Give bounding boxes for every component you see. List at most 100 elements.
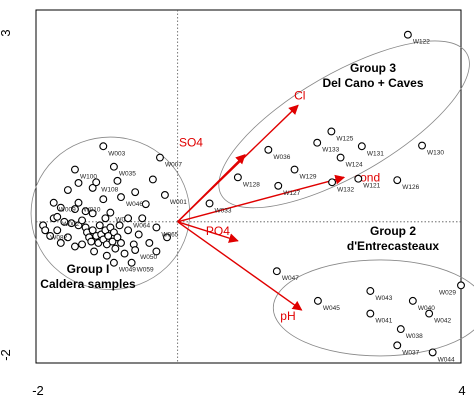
point-label: W010 xyxy=(84,207,101,214)
point-label: W133 xyxy=(322,147,339,154)
data-point xyxy=(88,226,97,235)
data-point xyxy=(354,174,363,183)
point-label: W064 xyxy=(133,222,150,229)
data-point xyxy=(274,181,283,190)
point-label: W045 xyxy=(323,305,340,312)
point-label: W033 xyxy=(215,207,232,214)
data-point xyxy=(313,138,322,147)
point-label: W129 xyxy=(300,174,317,181)
data-point xyxy=(117,193,125,202)
point-label: W126 xyxy=(402,184,419,191)
y-tick-label: 3 xyxy=(0,29,13,36)
data-point xyxy=(71,165,79,174)
data-point xyxy=(124,226,133,235)
data-point xyxy=(313,296,322,305)
group-subtitle: d'Entrecasteaux xyxy=(347,239,440,253)
data-point xyxy=(152,247,161,256)
group-title: Group 2 xyxy=(370,224,416,238)
data-point xyxy=(336,153,345,162)
data-point xyxy=(56,239,65,247)
data-point xyxy=(428,348,437,357)
data-point xyxy=(124,214,133,223)
data-point xyxy=(160,191,169,199)
data-point xyxy=(328,178,337,187)
data-point xyxy=(88,183,97,192)
group-ellipses xyxy=(30,40,474,357)
data-point xyxy=(101,214,110,223)
point-label: W037 xyxy=(402,349,419,356)
data-point xyxy=(109,162,118,171)
point-label: W044 xyxy=(438,356,455,363)
data-point xyxy=(56,203,65,212)
data-point xyxy=(63,186,72,194)
group-subtitle: Caldera samples xyxy=(40,277,136,291)
data-point xyxy=(131,246,140,254)
group-2-ellipse xyxy=(272,259,474,357)
data-point xyxy=(53,226,62,235)
point-label: W124 xyxy=(346,162,363,169)
point-label: W132 xyxy=(337,186,354,193)
data-point xyxy=(418,141,426,150)
data-point xyxy=(71,205,79,214)
point-label: W128 xyxy=(243,181,260,188)
vector-arrow xyxy=(177,174,346,223)
point-label: W012 xyxy=(115,217,132,224)
data-point xyxy=(327,127,336,136)
data-point xyxy=(366,309,375,318)
point-label: W131 xyxy=(367,150,384,157)
point-label: W082 xyxy=(50,234,67,241)
point-label: W002 xyxy=(62,221,79,228)
vector-arrow xyxy=(177,221,303,311)
data-point xyxy=(78,240,86,249)
data-point xyxy=(408,296,417,305)
data-point xyxy=(99,195,108,204)
axis-ticks: 3 -2 -2 4 xyxy=(0,29,466,398)
point-label: W125 xyxy=(336,135,353,142)
data-point xyxy=(141,200,150,209)
point-label: W003 xyxy=(108,150,125,157)
data-point xyxy=(87,237,96,246)
data-point xyxy=(46,231,55,240)
data-point xyxy=(425,309,434,318)
vector-arrow xyxy=(177,221,239,243)
point-label: W122 xyxy=(413,39,430,46)
vector-label: PO4 xyxy=(206,224,230,238)
data-point xyxy=(113,176,122,185)
data-point xyxy=(53,212,62,221)
data-point xyxy=(403,30,412,39)
data-point xyxy=(127,258,136,267)
point-label: W043 xyxy=(375,295,392,302)
point-label: W036 xyxy=(273,154,290,161)
data-point xyxy=(95,221,104,230)
data-point xyxy=(233,173,242,182)
data-point xyxy=(49,198,58,207)
data-point xyxy=(163,233,171,242)
data-point xyxy=(74,179,83,187)
data-point xyxy=(264,145,273,154)
x-tick-label: -2 xyxy=(32,383,44,398)
data-point xyxy=(104,231,113,240)
point-label: W007 xyxy=(165,162,182,169)
data-point xyxy=(120,249,129,258)
point-label: W040 xyxy=(418,305,435,312)
data-point xyxy=(92,178,101,187)
point-label: W029 xyxy=(439,289,456,296)
point-label: W042 xyxy=(434,318,451,325)
data-point xyxy=(152,223,161,232)
point-label: W130 xyxy=(427,150,444,157)
data-point xyxy=(357,142,366,151)
data-point xyxy=(111,244,120,253)
x-tick-label: 4 xyxy=(458,383,465,398)
data-point xyxy=(393,176,402,185)
point-label: W100 xyxy=(80,174,97,181)
point-label: W038 xyxy=(406,333,423,340)
y-tick-label: -2 xyxy=(0,349,13,361)
data-point xyxy=(63,233,72,242)
data-point xyxy=(134,230,143,239)
point-label: W050 xyxy=(140,254,157,261)
data-point xyxy=(205,199,214,208)
point-label: W059 xyxy=(137,267,154,274)
data-point xyxy=(106,208,115,217)
